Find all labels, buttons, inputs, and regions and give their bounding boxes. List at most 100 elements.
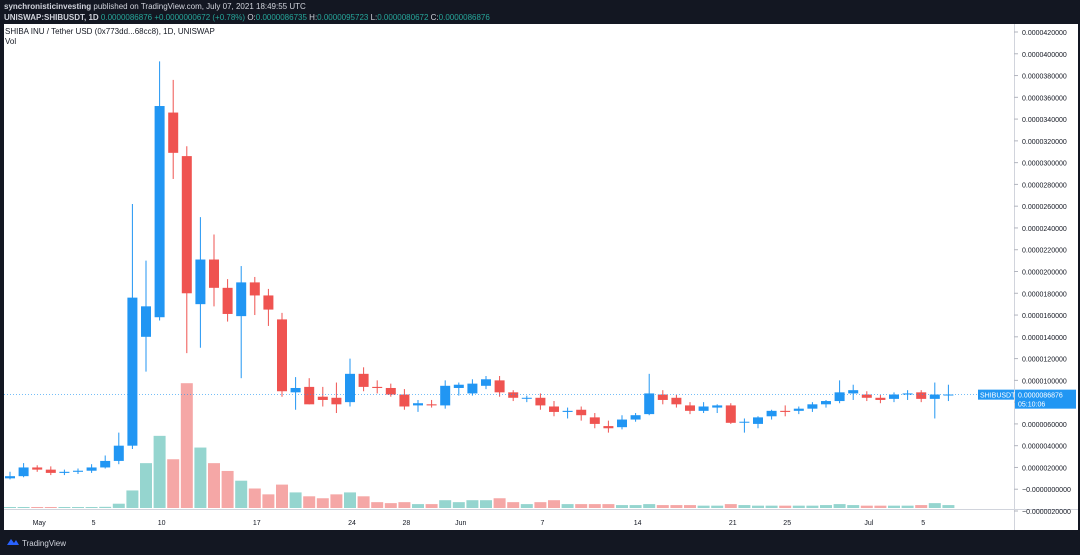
volume-bar <box>439 500 452 508</box>
close-value: 0.0000086876 <box>438 13 490 22</box>
candle-body <box>916 392 927 399</box>
x-tick-label: May <box>33 520 47 527</box>
volume-bar <box>112 503 125 508</box>
candle-body <box>549 406 559 412</box>
volume-bar <box>221 470 234 508</box>
y-tick-label: 0.0000020000 <box>1022 465 1067 472</box>
y-tick-label: 0.0000220000 <box>1022 248 1067 255</box>
volume-bar <box>602 504 615 508</box>
volume-bar <box>330 494 343 508</box>
volume-bar <box>303 496 316 508</box>
candle-body <box>413 403 423 406</box>
volume-bar <box>561 504 574 508</box>
volume-bar <box>85 507 98 508</box>
y-tick-label: 0.0000200000 <box>1022 270 1067 277</box>
candle-body <box>32 467 43 470</box>
candle-body <box>943 394 954 396</box>
volume-bar <box>466 500 479 508</box>
symbol-tag <box>978 389 1014 400</box>
candle-body <box>821 401 831 405</box>
volume-bar <box>276 484 288 508</box>
x-tick-label: 25 <box>783 520 791 527</box>
volume-bar <box>534 502 547 508</box>
candle-body <box>195 259 206 305</box>
volume-bar <box>398 502 411 508</box>
candle-body <box>209 259 219 288</box>
volume-bar <box>629 505 642 508</box>
x-tick-label: 5 <box>92 520 96 527</box>
candle-body <box>739 421 750 423</box>
candle-body <box>481 379 491 386</box>
volume-bar <box>806 505 819 508</box>
candle-body <box>793 408 804 411</box>
candle-body <box>712 405 723 408</box>
volume-bar <box>820 505 832 508</box>
candle-body <box>5 476 15 479</box>
candle-body <box>86 467 97 471</box>
volume-bar <box>140 463 152 508</box>
volume-bar <box>357 496 370 508</box>
volume-bar <box>194 447 207 508</box>
volume-bar <box>752 505 764 508</box>
volume-bar <box>58 507 71 508</box>
volume-bar <box>548 500 560 508</box>
candle-body <box>45 469 56 473</box>
volume-bar <box>344 492 356 508</box>
candle-body <box>698 406 709 411</box>
candle-body <box>671 397 682 405</box>
candle-body <box>889 394 899 399</box>
candle-body <box>100 460 111 468</box>
volume-bar <box>452 502 465 508</box>
y-tick-label: −0.0000000000 <box>1022 487 1071 494</box>
candle-body <box>807 404 818 409</box>
volume-bar <box>126 490 139 508</box>
y-tick-label: 0.0000340000 <box>1022 117 1067 124</box>
candle-body <box>290 387 301 393</box>
candle-body <box>345 373 355 403</box>
tradingview-brand: TradingView <box>22 539 67 548</box>
volume-bar <box>72 507 84 508</box>
candle-body <box>168 112 179 153</box>
volume-bar <box>248 488 261 508</box>
candle-body <box>426 404 437 406</box>
x-tick-label: 5 <box>921 520 925 527</box>
volume-bar <box>153 435 166 508</box>
candle-body <box>848 390 859 394</box>
volume-bar <box>765 505 778 508</box>
y-tick-label: 0.0000260000 <box>1022 204 1067 211</box>
volume-bar <box>371 502 384 508</box>
x-tick-label: 14 <box>634 520 642 527</box>
candle-body <box>644 393 655 415</box>
candle-body <box>753 417 763 424</box>
chart-legend: SHIBA INU / Tether USD (0x773dd...68cc8)… <box>5 27 215 47</box>
volume-bar <box>480 500 492 508</box>
candle-body <box>236 282 247 317</box>
volume-bar <box>792 505 805 508</box>
candle-body <box>141 306 151 337</box>
candle-body <box>725 405 736 423</box>
high-value: 0.0000095723 <box>317 13 369 22</box>
chart-panel[interactable]: 0.0000420000 0.0000400000 0.0000380000 0.00… <box>4 24 1078 530</box>
volume-bar <box>44 507 57 508</box>
x-tick-label: 7 <box>540 520 544 527</box>
author-name[interactable]: synchronisticinvesting <box>4 2 92 11</box>
y-tick-label: 0.0000300000 <box>1022 161 1067 168</box>
candle-body <box>861 394 872 398</box>
symbol-label: UNISWAP:SHIBUSDT, 1D <box>4 13 99 22</box>
volume-bar <box>208 463 220 508</box>
candle-body <box>657 394 668 400</box>
low-value: 0.0000080672 <box>377 13 429 22</box>
candle-body <box>358 373 369 387</box>
candle-body <box>521 397 532 399</box>
candle-body <box>372 386 383 388</box>
y-tick-label: 0.0000060000 <box>1022 422 1067 429</box>
volume-bar <box>697 505 710 508</box>
volume-bar <box>289 492 302 508</box>
candle-body <box>317 396 328 400</box>
candlestick-chart[interactable]: 0.0000420000 0.0000400000 0.0000380000 0.00… <box>4 24 1078 530</box>
candle-body <box>630 415 641 420</box>
volume-bar <box>888 505 900 508</box>
candle-body <box>562 410 573 412</box>
candle-body <box>603 426 614 429</box>
symbol-tag-label: SHIBUSDT <box>980 393 1016 400</box>
